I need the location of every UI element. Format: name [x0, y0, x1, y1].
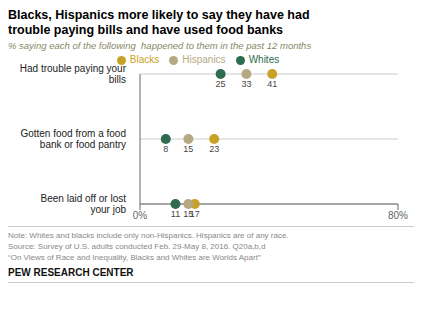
html-text:Note: Whites and blacks includ: Note: Whites and blacks include only non… — [8, 231, 289, 240]
svg-text:17: 17 — [189, 209, 200, 220]
svg-text:11: 11 — [171, 209, 180, 219]
svg-text:41: 41 — [267, 79, 277, 89]
html-text:Source: Survey of U.S. adults: Source: Survey of U.S. adults conducted … — [8, 242, 266, 251]
svg-text:Had trouble paying yourbills: Had trouble paying yourbills — [20, 63, 127, 85]
svg-text:15: 15 — [183, 209, 193, 219]
svg-text:23: 23 — [209, 144, 219, 154]
html-text:Blacks, Hispanics more likely: Blacks, Hispanics more likely to say the… — [8, 8, 310, 22]
svg-text:Gotten food from a foodbank or: Gotten food from a foodbank or food pant… — [20, 128, 126, 150]
html-text:“On Views of Race and Inequali: “On Views of Race and Inequality, Blacks… — [8, 253, 261, 262]
svg-text:80%: 80% — [388, 210, 408, 221]
html-text:Hispanics: Hispanics — [182, 54, 226, 65]
html-text:PEW RESEARCH CENTER: PEW RESEARCH CENTER — [8, 267, 134, 278]
svg-text:Been laid off or lostyour job: Been laid off or lostyour job — [41, 193, 127, 215]
html-text:Blacks: Blacks — [129, 54, 160, 65]
html-text:trouble paying bills and have: trouble paying bills and have used food … — [8, 23, 283, 37]
svg-text:25: 25 — [216, 79, 226, 89]
svg-text:33: 33 — [241, 79, 251, 89]
svg-text:15: 15 — [183, 144, 193, 154]
html-text:% saying each of the following: % saying each of the following happened … — [8, 40, 312, 51]
svg-text:8: 8 — [163, 144, 168, 154]
html-text:Whites: Whites — [248, 54, 280, 65]
svg-text:0%: 0% — [133, 210, 148, 221]
